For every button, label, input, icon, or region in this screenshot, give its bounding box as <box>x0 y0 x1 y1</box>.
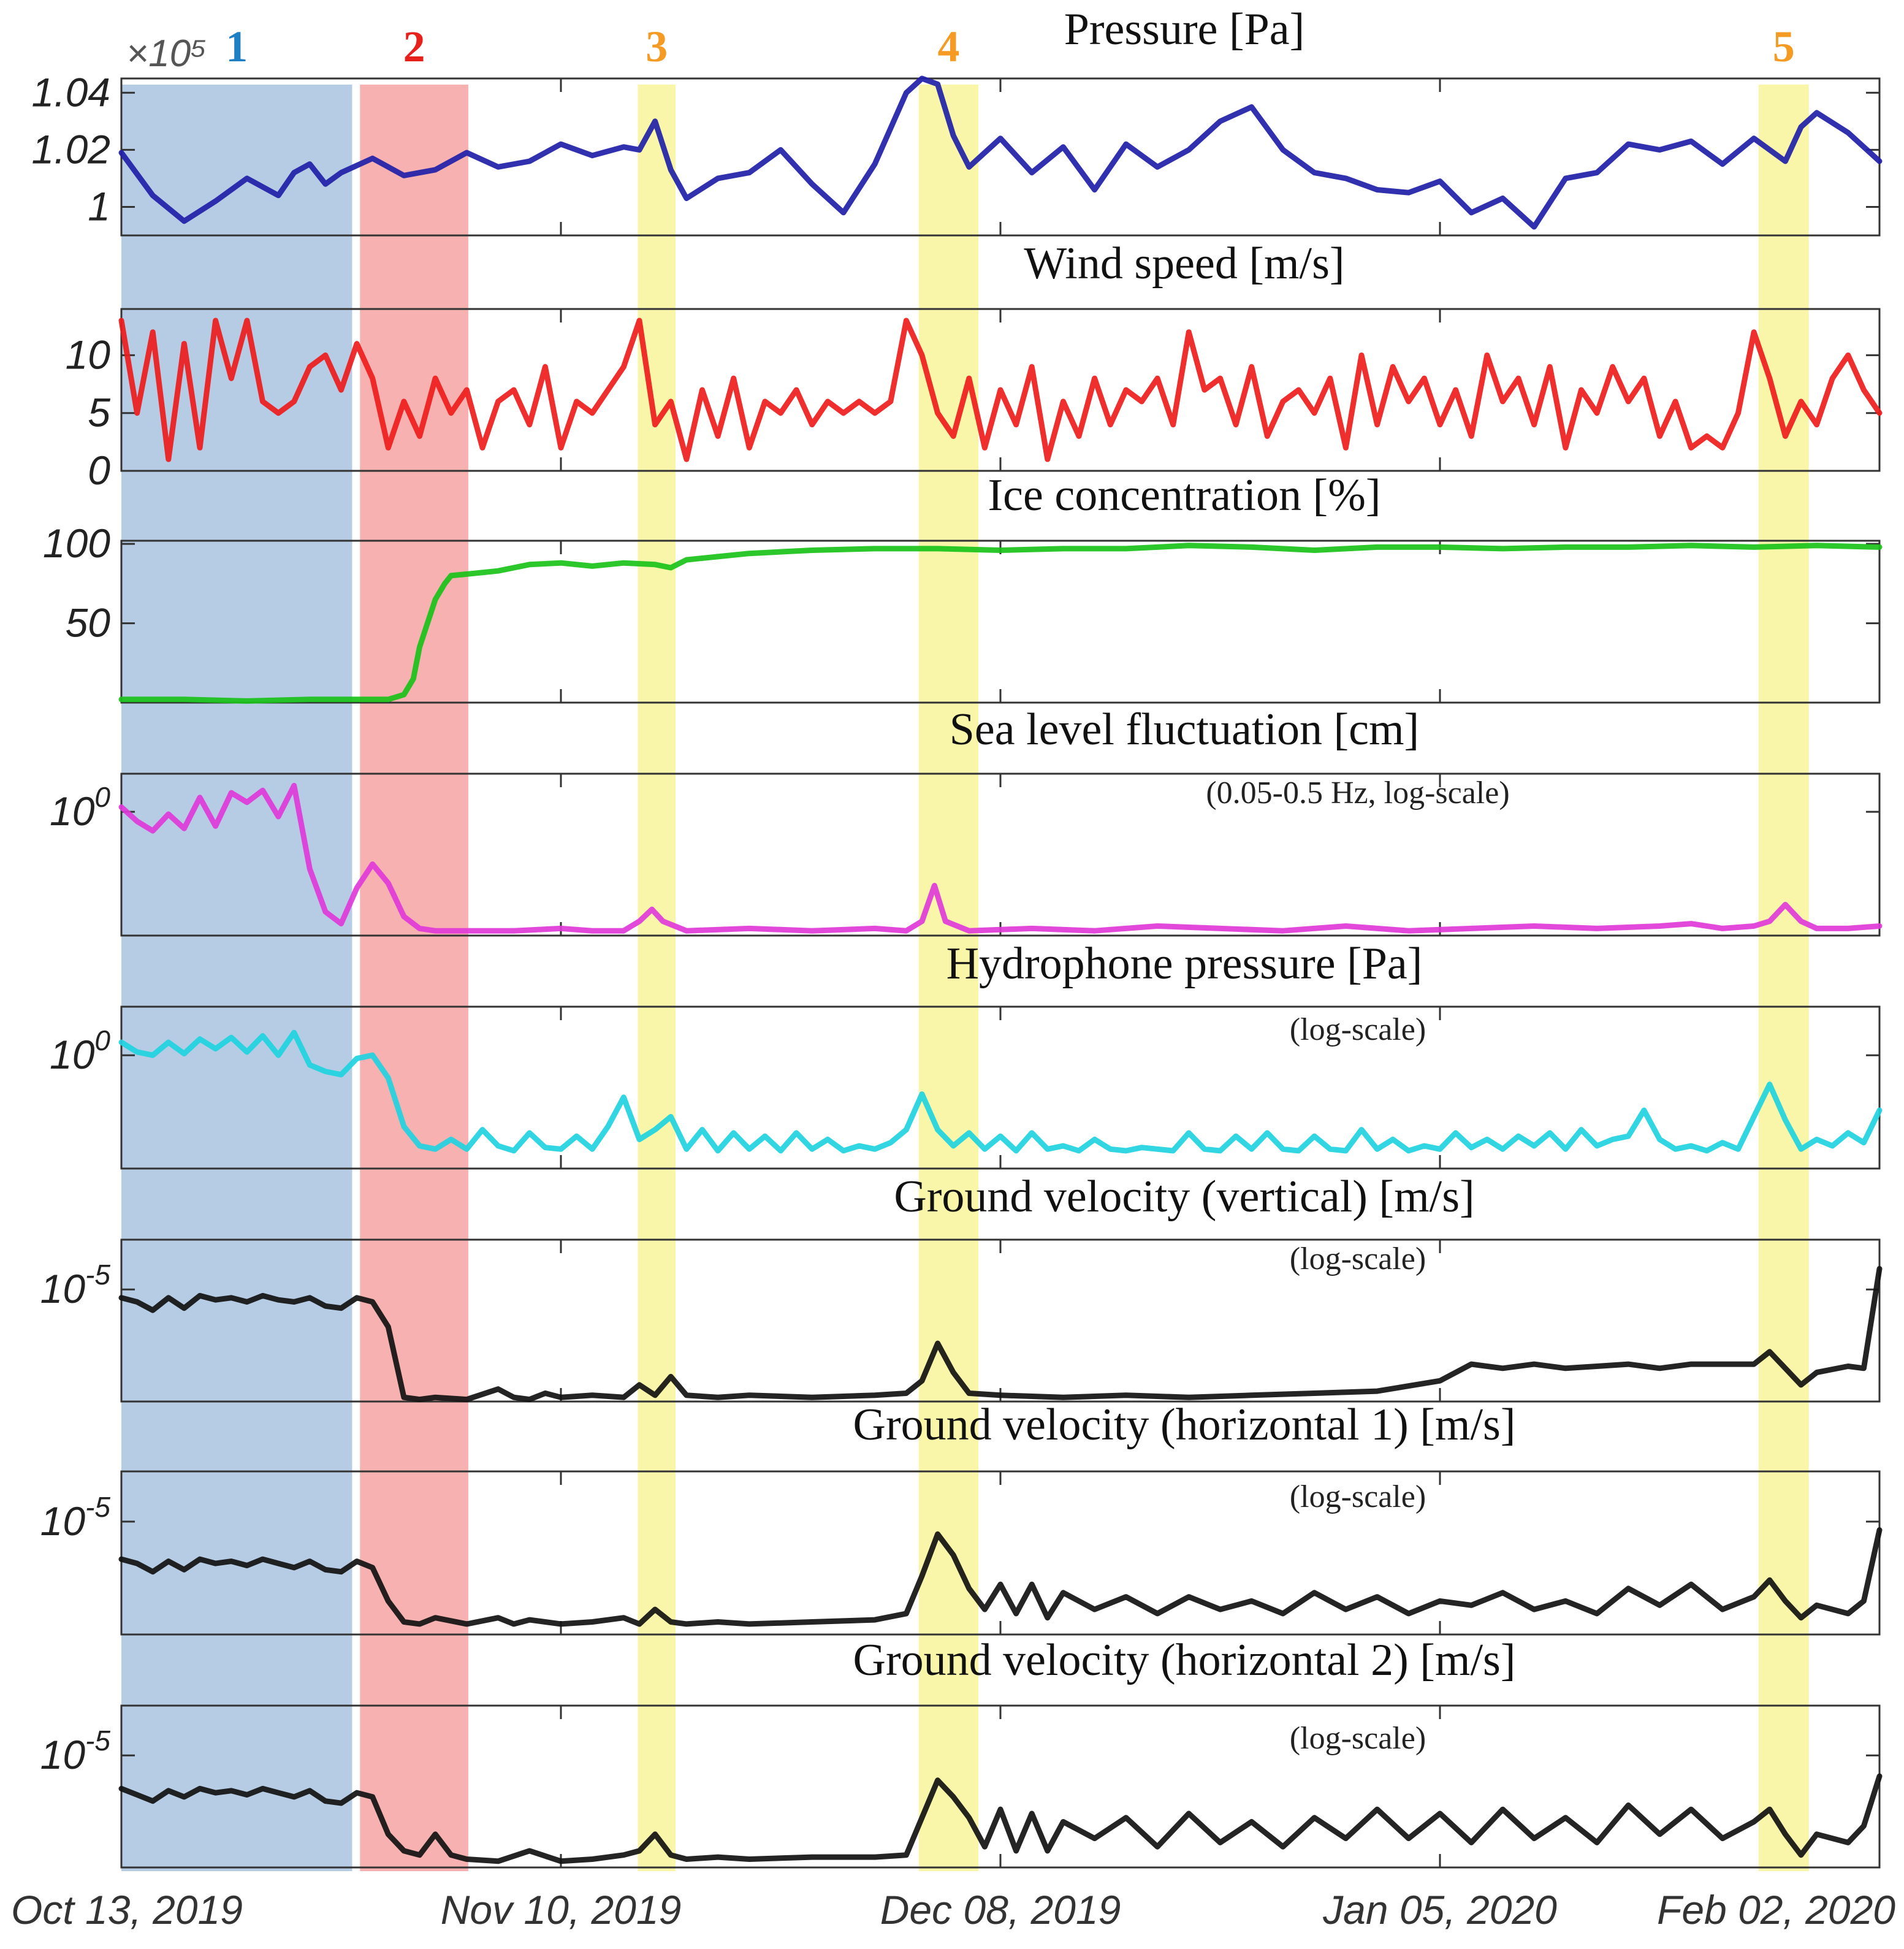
panel-subtitle: (log-scale) <box>1290 1479 1426 1514</box>
event-label-5: 5 <box>1773 22 1795 71</box>
panel-wind: 0 5 10 Wind speed [m/s] <box>66 238 1883 493</box>
series-line-gv_vertical <box>118 1265 1883 1403</box>
y-tick-label: 100 <box>50 1024 110 1077</box>
event-band-2 <box>360 85 468 1871</box>
x-tick-label: Dec 08, 2019 <box>880 1887 1121 1932</box>
panel-title: Ground velocity (horizontal 2) [m/s] <box>853 1635 1516 1685</box>
y-tick-label: 100 <box>50 781 110 834</box>
event-band-3 <box>638 85 676 1871</box>
panel-hydrophone: 100 Hydrophone pressure [Pa] (log-scale) <box>50 939 1883 1170</box>
series-line-pressure <box>118 75 1883 230</box>
panel-sealevel: 100 Sea level fluctuation [cm] (0.05-0.5 H… <box>50 704 1883 937</box>
y-tick-label: 0 <box>88 448 110 493</box>
y-tick-label: 100 <box>43 521 110 566</box>
y-tick-label: 1 <box>88 183 110 229</box>
panel-title: Hydrophone pressure [Pa] <box>946 939 1423 989</box>
panel-title: Sea level fluctuation [cm] <box>950 704 1419 755</box>
event-label-1: 1 <box>226 22 248 71</box>
x-tick-label: Oct 13, 2019 <box>11 1887 243 1932</box>
y-tick-label: 10-5 <box>40 1259 111 1311</box>
panel-title: Ground velocity (vertical) [m/s] <box>894 1172 1474 1222</box>
panel-pressure: 1 1.02 1.04 ×10⁵ Pressure [Pa] <box>32 4 1883 237</box>
event-label-4: 4 <box>937 22 959 71</box>
event-label-3: 3 <box>645 22 668 71</box>
series-line-sealevel <box>118 782 1883 934</box>
y-exponent-label: ×10⁵ <box>126 32 207 75</box>
chart-panels: 1 1.02 1.04 ×10⁵ Pressure [Pa] 0 5 10 Wind speed… <box>32 4 1883 1869</box>
series-line-wind <box>118 318 1883 462</box>
event-number-labels: 1 2 3 4 5 <box>226 22 1795 71</box>
y-tick-label: 1.04 <box>32 69 110 115</box>
panel-title: Pressure [Pa] <box>1064 4 1305 55</box>
series-line-hydrophone <box>118 1029 1883 1154</box>
y-tick-label: 50 <box>66 600 111 646</box>
series-line-gv_horizontal2 <box>118 1773 1883 1864</box>
y-tick-label: 10-5 <box>40 1491 111 1544</box>
x-tick-label: Nov 10, 2019 <box>441 1887 682 1932</box>
panel-subtitle: (log-scale) <box>1290 1721 1426 1756</box>
y-tick-label: 1.02 <box>32 126 110 172</box>
panel-gv_horizontal2: 10-5 Ground velocity (horizontal 2) [m/s]… <box>40 1635 1883 1869</box>
series-line-ice <box>118 543 1883 704</box>
panel-title: Ice concentration [%] <box>988 470 1381 521</box>
panel-title: Wind speed [m/s] <box>1024 238 1344 289</box>
event-label-2: 2 <box>403 22 425 71</box>
panel-gv_horizontal1: 10-5 Ground velocity (horizontal 1) [m/s]… <box>40 1400 1883 1636</box>
panel-subtitle: (log-scale) <box>1290 1012 1426 1047</box>
panel-subtitle: (log-scale) <box>1290 1241 1426 1276</box>
y-tick-label: 10 <box>66 332 111 377</box>
y-tick-label: 10-5 <box>40 1725 111 1777</box>
y-tick-label: 5 <box>88 390 110 435</box>
panel-title: Ground velocity (horizontal 1) [m/s] <box>853 1400 1516 1450</box>
x-tick-label: Feb 02, 2020 <box>1657 1887 1895 1932</box>
event-band-5 <box>1758 85 1809 1871</box>
panel-ice: 50 100 Ice concentration [%] <box>43 470 1883 704</box>
x-tick-label: Jan 05, 2020 <box>1322 1887 1557 1932</box>
x-axis-date-labels: Oct 13, 2019 Nov 10, 2019 Dec 08, 2019 Jan … <box>11 1887 1895 1932</box>
panel-gv_vertical: 10-5 Ground velocity (vertical) [m/s] (log… <box>40 1172 1883 1403</box>
panel-subtitle: (0.05-0.5 Hz, log-scale) <box>1206 776 1509 810</box>
series-line-gv_horizontal1 <box>118 1527 1883 1627</box>
